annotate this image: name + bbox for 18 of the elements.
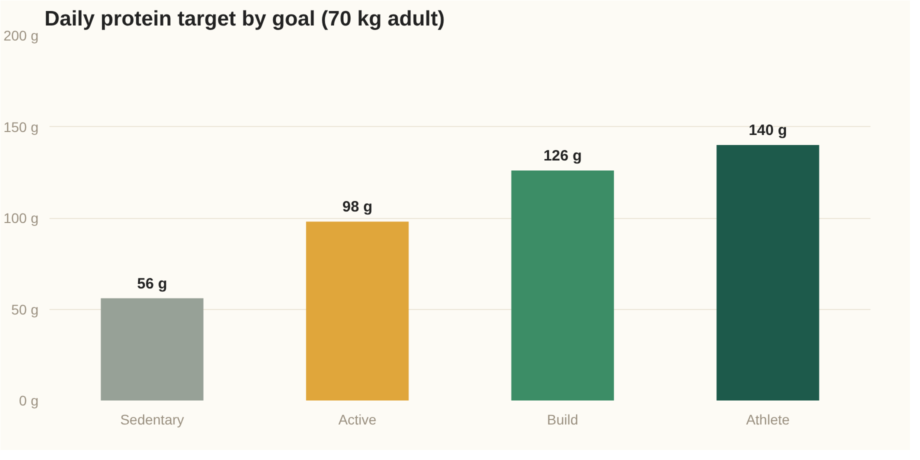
y-tick-label: 200 g: [3, 28, 39, 44]
x-tick-label: Athlete: [746, 412, 790, 428]
y-tick-label: 150 g: [3, 118, 39, 135]
y-tick-label: 100 g: [3, 210, 39, 226]
data-label: 126 g: [543, 148, 582, 165]
data-label: 56 g: [137, 275, 168, 292]
bar: [511, 170, 614, 400]
bar: [716, 145, 820, 400]
chart-title: Daily protein target by goal (70 kg adult): [44, 8, 445, 30]
y-tick-label: 50 g: [11, 301, 38, 318]
x-tick-label: Build: [547, 412, 578, 428]
data-label: 98 g: [342, 198, 372, 216]
bar: [306, 222, 409, 400]
data-label: 140 g: [748, 122, 788, 139]
x-tick-label: Active: [338, 412, 377, 428]
x-tick-label: Sedentary: [120, 412, 184, 428]
bar: [100, 298, 204, 400]
y-tick-label: 0 g: [19, 392, 39, 408]
